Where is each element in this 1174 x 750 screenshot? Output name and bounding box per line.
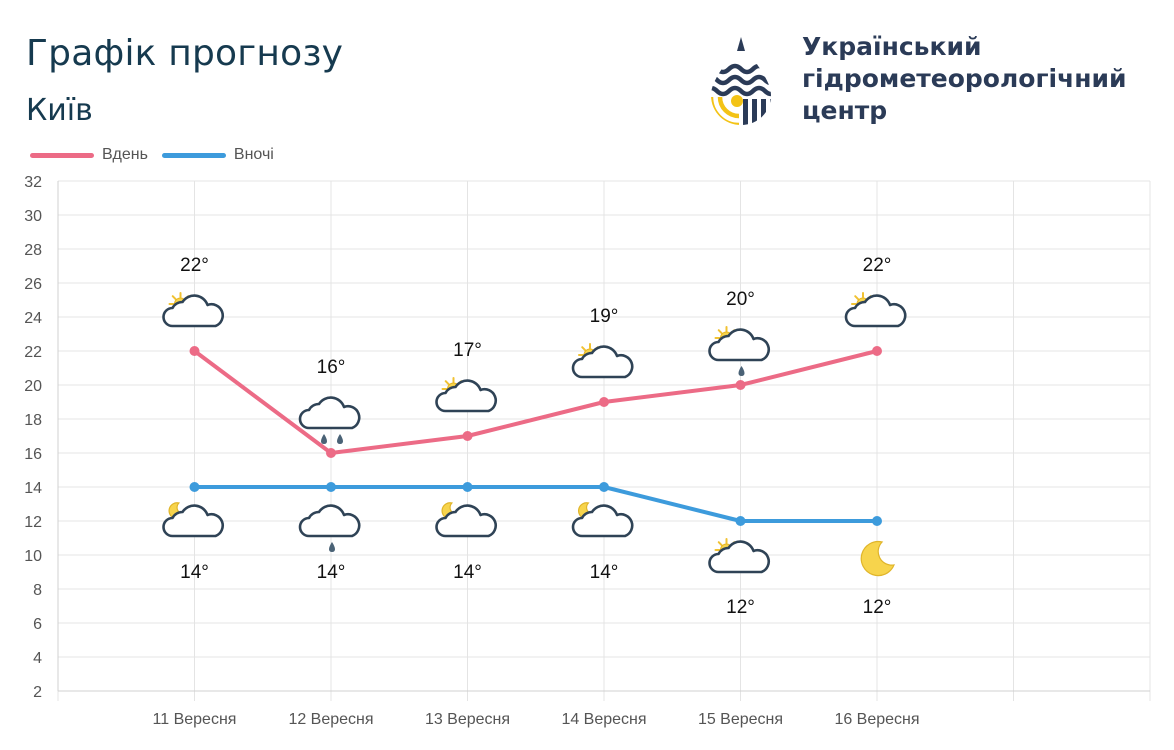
- x-tick-label: 15 Вересня: [698, 711, 783, 728]
- cloud-shape: [708, 540, 771, 574]
- day-temp-label: 20°: [726, 289, 755, 310]
- night-point: [462, 482, 473, 492]
- partly-cloudy-day-icon: [571, 343, 634, 379]
- cloud-shape: [298, 396, 361, 430]
- y-tick-label: 8: [33, 582, 42, 599]
- y-tick-label: 20: [24, 378, 42, 395]
- night-temp-label: 12°: [863, 597, 892, 618]
- chart-legend: Вдень Вночі: [30, 146, 288, 164]
- partly-cloudy-day-icon: [708, 538, 771, 574]
- org-name-line-2: гідрометеорологічний: [802, 64, 1127, 93]
- cloud-shape: [435, 379, 498, 413]
- cloud-shape: [571, 345, 634, 379]
- night-point: [872, 516, 882, 526]
- raindrop-shape: [321, 434, 327, 444]
- y-tick-label: 26: [24, 276, 42, 293]
- day-temp-label: 16°: [317, 357, 346, 378]
- night-series-line: [194, 485, 877, 523]
- cloud-shape: [844, 294, 907, 328]
- night-point: [326, 482, 336, 492]
- grid: [57, 180, 1151, 701]
- x-tick-label: 11 Вересня: [153, 711, 237, 728]
- y-tick-label: 28: [24, 242, 42, 259]
- y-tick-label: 6: [33, 616, 42, 633]
- cloud-shape: [571, 504, 634, 538]
- day-point: [326, 448, 336, 458]
- org-name-line-3: центр: [802, 96, 888, 125]
- night-point: [599, 482, 609, 492]
- x-tick-label: 13 Вересня: [425, 711, 510, 728]
- day-temp-label: 22°: [863, 255, 892, 276]
- y-tick-label: 32: [24, 174, 42, 191]
- sun-ray: [854, 295, 860, 301]
- partly-cloudy-rain-icon: [708, 326, 771, 376]
- day-point: [599, 397, 609, 407]
- cloud-shape: [708, 328, 771, 362]
- day-temp-label: 17°: [453, 340, 482, 361]
- raindrop-shape: [738, 366, 745, 376]
- water-drop-logo-icon: [711, 37, 771, 125]
- legend-swatch-night: [161, 152, 226, 158]
- partly-cloudy-night-icon: [435, 502, 498, 538]
- sun-ray: [171, 295, 177, 301]
- night-temp-label: 12°: [726, 597, 755, 618]
- rain-cloud-icon: [298, 396, 361, 444]
- y-tick-label: 12: [24, 514, 42, 531]
- x-tick-label: 14 Вересня: [561, 711, 646, 728]
- org-name-line-1: Український: [802, 32, 982, 61]
- legend-label-night: Вночі: [233, 146, 274, 163]
- chart-title: Графік прогнозу: [26, 33, 344, 74]
- raindrop-shape: [329, 542, 335, 552]
- day-temp-label: 22°: [180, 255, 209, 276]
- night-temp-label: 14°: [317, 562, 346, 583]
- cloud-shape: [298, 504, 361, 538]
- light-rain-cloud-icon: [298, 504, 361, 552]
- day-point: [189, 346, 200, 356]
- x-tick-label: 12 Вересня: [288, 711, 373, 728]
- y-tick-label: 16: [24, 446, 42, 463]
- day-series-line: [193, 349, 878, 455]
- y-tick-label: 4: [33, 650, 42, 667]
- organization-name: Український гідрометеорологічний центр: [802, 31, 1127, 127]
- night-temp-label: 14°: [453, 562, 482, 583]
- night-temp-label: 14°: [590, 562, 619, 583]
- sun-ray: [444, 380, 450, 386]
- y-tick-label: 10: [24, 548, 42, 565]
- legend-label-day: Вдень: [102, 146, 148, 163]
- cloud-shape: [162, 504, 225, 538]
- partly-cloudy-day-icon: [844, 292, 907, 328]
- sun-ray: [581, 346, 587, 352]
- raindrop-shape: [337, 434, 343, 444]
- moon-icon: [860, 540, 895, 577]
- partly-cloudy-night-icon: [162, 502, 225, 538]
- night-point: [735, 516, 746, 526]
- y-tick-label: 22: [24, 344, 42, 361]
- sun-ray: [717, 541, 723, 547]
- partly-cloudy-day-icon: [162, 292, 225, 328]
- city-name: Київ: [26, 93, 93, 128]
- partly-cloudy-night-icon: [571, 502, 634, 538]
- cloud-shape: [162, 294, 225, 328]
- legend-item-day[interactable]: Вдень: [30, 146, 148, 164]
- night-temp-label: 14°: [180, 562, 209, 583]
- night-point: [189, 482, 200, 492]
- day-point: [735, 380, 746, 390]
- sun-ray: [717, 329, 723, 335]
- day-temp-label: 19°: [590, 306, 619, 327]
- x-tick-label: 16 Вересня: [834, 711, 919, 728]
- legend-swatch-day: [30, 152, 94, 158]
- y-tick-label: 30: [24, 208, 42, 225]
- moon-shape: [860, 540, 895, 577]
- day-point: [872, 346, 882, 356]
- partly-cloudy-day-icon: [435, 377, 498, 413]
- cloud-shape: [435, 504, 498, 538]
- day-point: [462, 431, 473, 441]
- y-tick-label: 2: [33, 684, 42, 701]
- y-tick-label: 24: [24, 310, 42, 327]
- y-tick-label: 14: [24, 480, 42, 497]
- y-tick-label: 18: [24, 412, 42, 429]
- legend-item-night[interactable]: Вночі: [161, 146, 274, 164]
